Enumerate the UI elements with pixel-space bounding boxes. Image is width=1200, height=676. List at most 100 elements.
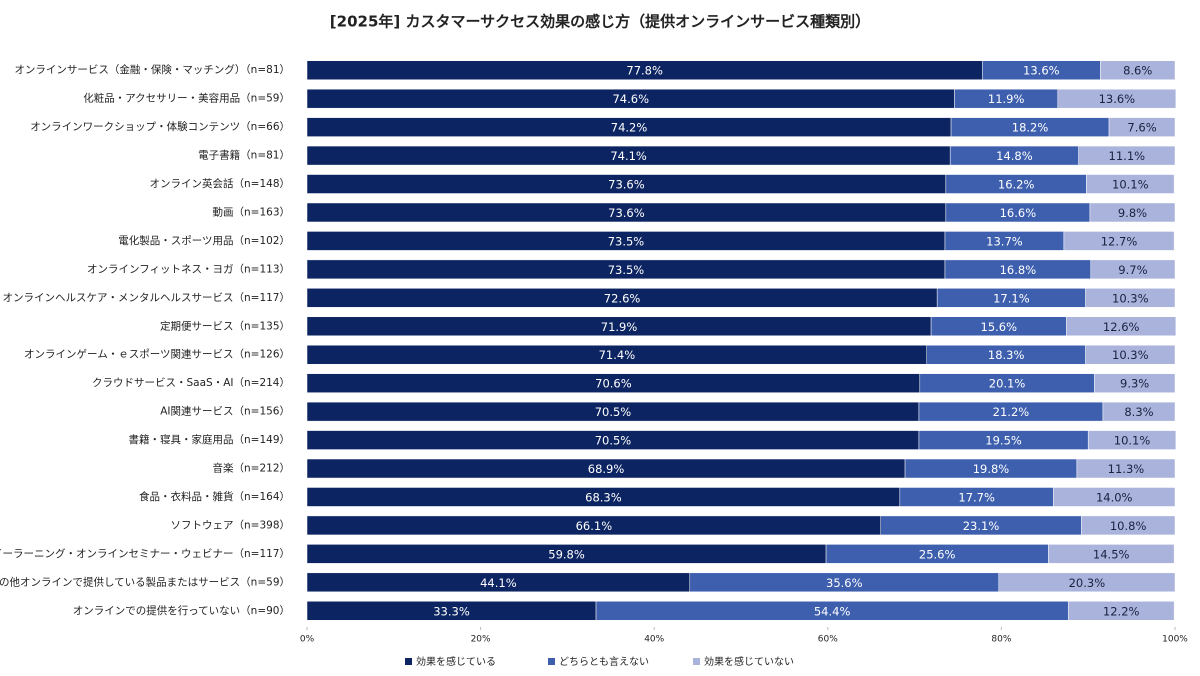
bar-segment	[1108, 117, 1176, 137]
value-label: 44.1%	[480, 576, 517, 590]
value-label: 74.2%	[611, 121, 648, 135]
value-label: 10.8%	[1110, 519, 1147, 533]
category-label: 動画（n=163）	[213, 205, 291, 218]
value-label: 73.6%	[608, 178, 645, 192]
category-label: ソフトウェア（n=398）	[171, 519, 291, 531]
bar-segment	[1086, 174, 1175, 194]
value-label: 73.5%	[608, 263, 645, 277]
bar-segment	[1085, 344, 1176, 365]
value-label: 77.8%	[626, 64, 663, 78]
category-label: オンラインゲーム・ｅスポーツ関連サービス（n=126）	[24, 348, 290, 361]
legend-label: どちらとも言えない	[559, 655, 649, 668]
value-label: 74.1%	[610, 149, 647, 163]
category-label: オンラインフィットネス・ヨガ（n=113）	[87, 263, 290, 275]
legend-swatch	[405, 658, 412, 665]
value-label: 16.8%	[1000, 263, 1037, 277]
x-tick-label: 20%	[471, 635, 491, 645]
value-label: 16.6%	[1000, 206, 1037, 220]
category-label: 電化製品・スポーツ用品（n=102）	[118, 234, 290, 247]
value-label: 73.6%	[608, 206, 645, 220]
value-label: 10.3%	[1112, 291, 1149, 305]
chart-title: [2025年] カスタマーサクセス効果の感じ方（提供オンラインサービス種類別）	[330, 13, 870, 31]
value-label: 12.2%	[1103, 604, 1140, 618]
value-label: 54.4%	[814, 604, 851, 618]
value-label: 20.1%	[989, 377, 1026, 391]
category-label: 書籍・寝具・家庭用品（n=149）	[129, 433, 291, 446]
value-label: 19.5%	[985, 434, 1022, 448]
value-label: 72.6%	[604, 291, 641, 305]
value-label: 70.5%	[595, 405, 632, 419]
value-label: 35.6%	[826, 576, 863, 590]
category-label: オンラインでの提供を行っていない（n=90）	[73, 604, 290, 617]
bar-segment	[1090, 259, 1176, 280]
value-label: 14.0%	[1096, 490, 1133, 504]
value-label: 16.2%	[998, 178, 1035, 192]
value-label: 13.6%	[1099, 92, 1136, 106]
category-label: 電子書籍（n=81）	[198, 149, 290, 162]
bar-segment	[1085, 288, 1176, 308]
bar-segment	[1057, 88, 1177, 109]
bar-segment	[1087, 430, 1177, 450]
bar-segment	[1067, 601, 1175, 621]
value-label: 10.1%	[1114, 434, 1151, 448]
value-label: 13.7%	[986, 234, 1023, 248]
bar-segment	[998, 572, 1176, 593]
value-label: 7.6%	[1127, 121, 1156, 135]
category-label: 化粧品・アクセサリー・美容用品（n=59）	[83, 92, 290, 105]
value-label: 70.5%	[595, 434, 632, 448]
value-label: 74.6%	[612, 92, 649, 106]
value-label: 66.1%	[576, 519, 613, 533]
category-label: 定期便サービス（n=135）	[160, 319, 290, 332]
value-label: 14.5%	[1093, 547, 1130, 561]
value-label: 73.5%	[608, 234, 645, 248]
value-label: 20.3%	[1069, 576, 1106, 590]
category-label: 食品・衣料品・雑貨（n=164）	[139, 490, 290, 503]
value-label: 23.1%	[963, 519, 1000, 533]
value-label: 8.3%	[1124, 405, 1153, 419]
legend-label: 効果を感じている	[416, 655, 496, 668]
bar-segment	[1089, 202, 1176, 223]
legend-swatch	[548, 658, 555, 665]
bar-segment	[1048, 544, 1175, 564]
category-label: オンラインワークショップ・体験コンテンツ（n=66）	[30, 120, 290, 133]
bar-segment	[1078, 145, 1176, 166]
value-label: 14.8%	[996, 149, 1033, 163]
value-label: 19.8%	[973, 462, 1010, 476]
value-label: 17.1%	[993, 291, 1030, 305]
bar-segment	[1094, 373, 1176, 393]
value-label: 9.8%	[1118, 206, 1147, 220]
x-tick-label: 80%	[991, 635, 1011, 645]
category-label: 音楽（n=212）	[213, 462, 291, 475]
x-tick-label: 40%	[644, 635, 664, 645]
value-label: 12.6%	[1103, 320, 1140, 334]
legend-swatch	[693, 658, 700, 665]
value-label: 17.7%	[958, 490, 995, 504]
value-label: 21.2%	[993, 405, 1030, 419]
category-label: クラウドサービス・SaaS・AI（n=214）	[92, 377, 290, 389]
value-label: 11.3%	[1108, 462, 1145, 476]
value-label: 11.1%	[1109, 149, 1146, 163]
bar-segment	[1063, 231, 1175, 251]
value-label: 8.6%	[1123, 64, 1152, 78]
value-label: 9.3%	[1120, 377, 1149, 391]
value-label: 12.7%	[1101, 234, 1138, 248]
x-tick-label: 0%	[300, 635, 315, 645]
value-label: 70.6%	[595, 377, 632, 391]
x-tick-label: 60%	[818, 635, 838, 645]
value-label: 68.9%	[588, 462, 625, 476]
value-label: 15.6%	[981, 320, 1018, 334]
category-label: その他オンラインで提供している製品またはサービス（n=59）	[0, 575, 290, 588]
bar-segment	[1100, 60, 1176, 80]
value-label: 68.3%	[585, 490, 622, 504]
value-label: 18.3%	[988, 348, 1025, 362]
value-label: 10.1%	[1112, 178, 1149, 192]
value-label: 9.7%	[1118, 263, 1147, 277]
bar-segment	[1102, 401, 1176, 422]
category-label: イーラーニング・オンラインセミナー・ウェビナー（n=117）	[0, 547, 290, 560]
value-label: 71.9%	[601, 320, 638, 334]
bar-segment	[1066, 316, 1177, 337]
value-label: 18.2%	[1012, 121, 1049, 135]
legend-label: 効果を感じていない	[704, 655, 794, 668]
category-label: オンラインヘルスケア・メンタルヘルスサービス（n=117）	[3, 292, 291, 304]
